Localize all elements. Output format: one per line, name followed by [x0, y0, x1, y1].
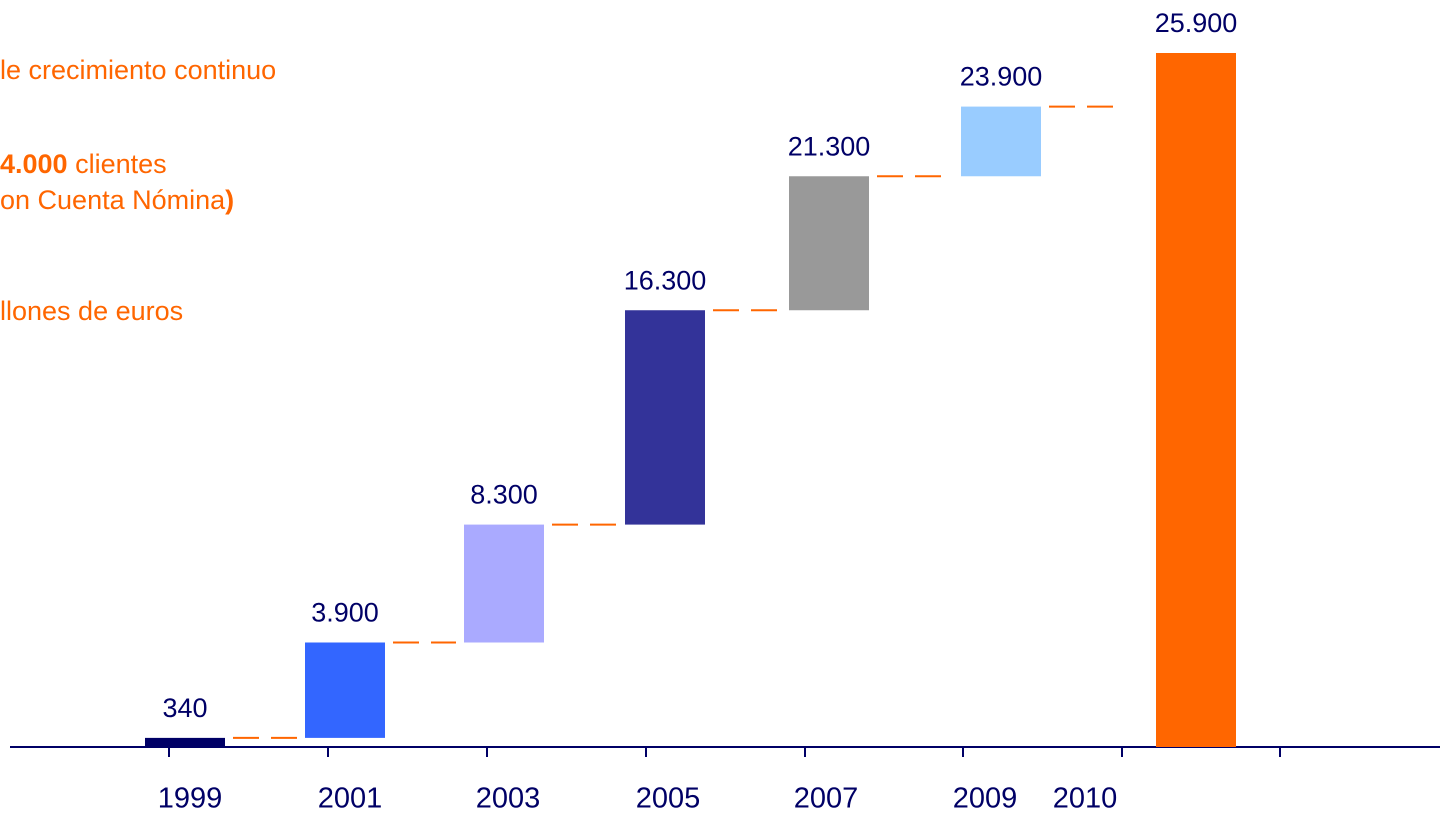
annotation: on Cuenta Nómina) [0, 185, 234, 215]
value-label: 3.900 [311, 598, 379, 628]
x-tick-label: 2007 [794, 783, 859, 815]
x-tick-label: 2009 [953, 783, 1018, 815]
annotation: le crecimiento continuo [0, 55, 276, 85]
x-tick-label: 1999 [158, 783, 223, 815]
bar [961, 106, 1041, 177]
x-tick-label: 2010 [1053, 783, 1118, 815]
bar [464, 524, 544, 643]
bar [625, 310, 705, 525]
bar [1156, 53, 1236, 747]
x-tick-label: 2003 [476, 783, 541, 815]
annotation-text: llones de euros [0, 296, 183, 326]
value-label: 23.900 [960, 62, 1043, 92]
x-tick-label: 2005 [636, 783, 701, 815]
annotation-text: clientes [68, 149, 167, 179]
value-label: 21.300 [788, 131, 871, 161]
annotation-text: on Cuenta Nómina [0, 185, 226, 215]
value-label: 340 [162, 693, 207, 723]
value-label: 25.900 [1155, 8, 1238, 38]
value-label: 8.300 [470, 480, 538, 510]
bar [305, 642, 385, 738]
annotation-text: ) [225, 185, 234, 215]
annotation-text: 4.000 [0, 149, 68, 179]
annotation: llones de euros [0, 296, 183, 326]
bar [789, 176, 869, 311]
bar [145, 737, 225, 747]
x-tick-label: 2001 [318, 783, 383, 815]
value-label: 16.300 [624, 265, 707, 295]
annotation: 4.000 clientes [0, 149, 167, 179]
annotation-text: le crecimiento continuo [0, 55, 276, 85]
